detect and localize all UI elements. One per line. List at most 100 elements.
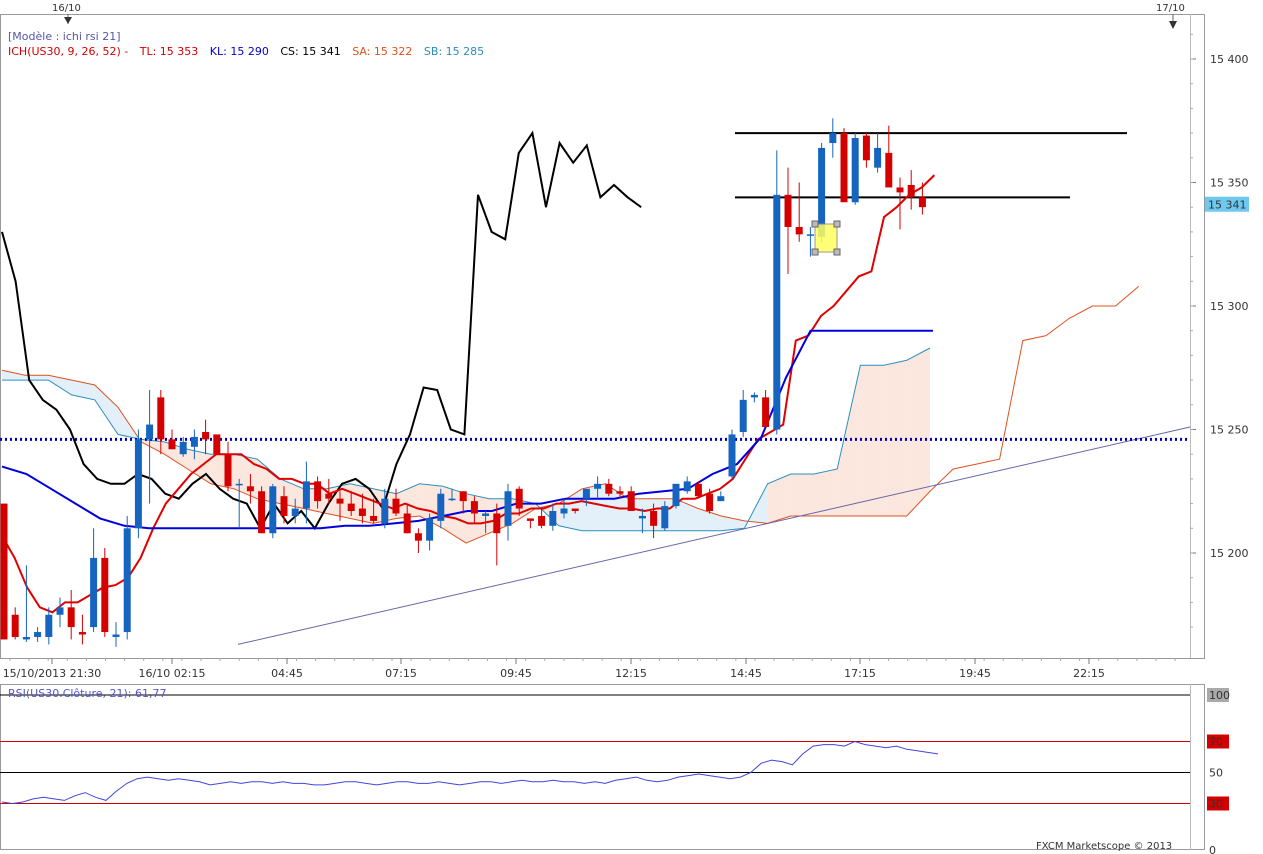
- candle-body: [694, 483, 702, 497]
- candle-body: [672, 483, 680, 507]
- selection-handle: [811, 220, 819, 228]
- cloud-segment: [814, 469, 838, 516]
- candle: [650, 503, 658, 539]
- candle-body: [269, 486, 277, 534]
- candle: [672, 483, 680, 509]
- candle-body: [493, 513, 501, 534]
- candle-body: [885, 152, 893, 188]
- y-axis-ticks: 15 400 15 350 15 300 15 250 15 200: [1190, 33, 1249, 628]
- candle: [594, 476, 602, 499]
- candle: [325, 478, 333, 504]
- candle-body: [56, 607, 64, 615]
- candle-body: [392, 498, 400, 514]
- rsi-tick-badge: [1207, 688, 1229, 702]
- legend-sa: SA: 15 322: [352, 45, 412, 58]
- candle: [493, 503, 501, 566]
- candle: [907, 170, 915, 210]
- candle: [683, 476, 691, 494]
- rsi-line: [1, 740, 939, 805]
- candle: [224, 441, 232, 492]
- candle-body: [11, 614, 19, 637]
- candle-body: [784, 194, 792, 227]
- x-tick-label: 17:15: [844, 667, 876, 680]
- candle-body: [818, 147, 826, 237]
- cloud-segment: [674, 498, 698, 531]
- candle: [515, 486, 523, 516]
- candle-body: [168, 439, 176, 450]
- senkou-span-a-line: [1, 285, 1140, 544]
- cloud-segment: [790, 473, 814, 516]
- candle-body: [280, 496, 288, 516]
- candle: [370, 498, 378, 524]
- date-marker-label: 17/10: [1156, 3, 1185, 14]
- legend-model: [Modèle : ichi rsi 21]: [8, 30, 121, 43]
- candle: [616, 486, 624, 499]
- candle: [22, 565, 30, 642]
- watermark: FXCM Marketscope © 2013: [1036, 841, 1172, 852]
- candle: [157, 389, 165, 455]
- candle: [11, 607, 19, 640]
- candle: [638, 508, 646, 534]
- x-tick-label: 19:45: [959, 667, 991, 680]
- cloud-segment: [25, 375, 49, 381]
- candle: [280, 486, 288, 524]
- legend-tl: TL: 15 353: [139, 45, 199, 58]
- candle: [67, 590, 75, 640]
- candle-body: [101, 557, 109, 633]
- selection-handle: [833, 248, 841, 256]
- rsi-tick-label: 30: [1209, 798, 1223, 811]
- rsi-tick-badge: [1207, 796, 1229, 811]
- legend-cs: CS: 15 341: [280, 45, 340, 58]
- candle-body: [806, 234, 814, 236]
- candle: [739, 389, 747, 437]
- candle: [403, 503, 411, 534]
- candle-body: [34, 632, 42, 637]
- cloud-segment: [141, 439, 165, 455]
- candle-body: [582, 488, 590, 499]
- selection-handle: [811, 248, 819, 256]
- candle: [302, 461, 310, 524]
- candle-body: [224, 454, 232, 487]
- candle: [885, 125, 893, 188]
- candle: [896, 177, 904, 230]
- candle-body: [840, 133, 848, 203]
- candle-body: [459, 491, 467, 502]
- candle: [258, 486, 266, 534]
- candle-body: [336, 498, 344, 504]
- legend-kl: KL: 15 290: [210, 45, 269, 58]
- chikou-span-line: [1, 130, 642, 531]
- trendline-segment: [237, 426, 1191, 645]
- candle-body: [773, 194, 781, 430]
- candle-body: [683, 481, 691, 492]
- candle: [706, 488, 714, 514]
- candle: [538, 508, 546, 529]
- candle: [179, 436, 187, 457]
- candle-body: [750, 394, 758, 398]
- candle-body: [560, 508, 568, 514]
- x-tick-label: 09:45: [500, 667, 532, 680]
- candle-body: [78, 632, 86, 635]
- candle-body: [650, 511, 658, 526]
- price-panel-frame: [0, 14, 1205, 659]
- candle-body: [370, 515, 378, 521]
- rsi-panel-frame: [0, 684, 1205, 850]
- candle-body: [358, 508, 366, 516]
- cloud-segment: [2, 370, 26, 381]
- candle: [235, 478, 243, 529]
- y-tick-label: 15 400: [1210, 53, 1249, 66]
- candle: [874, 133, 882, 173]
- candle: [314, 476, 322, 509]
- candle-body: [739, 399, 747, 432]
- candle: [840, 128, 848, 203]
- candle-body: [470, 501, 478, 514]
- date-marker-triangle-icon: [1169, 21, 1177, 29]
- candle-body: [896, 187, 904, 193]
- candle: [90, 528, 98, 633]
- candle-body: [728, 434, 736, 477]
- cloud-segment: [396, 483, 420, 519]
- candle: [56, 597, 64, 628]
- candle: [582, 488, 590, 507]
- candle-body: [851, 138, 859, 203]
- candle-body: [829, 133, 837, 143]
- candle: [426, 513, 434, 551]
